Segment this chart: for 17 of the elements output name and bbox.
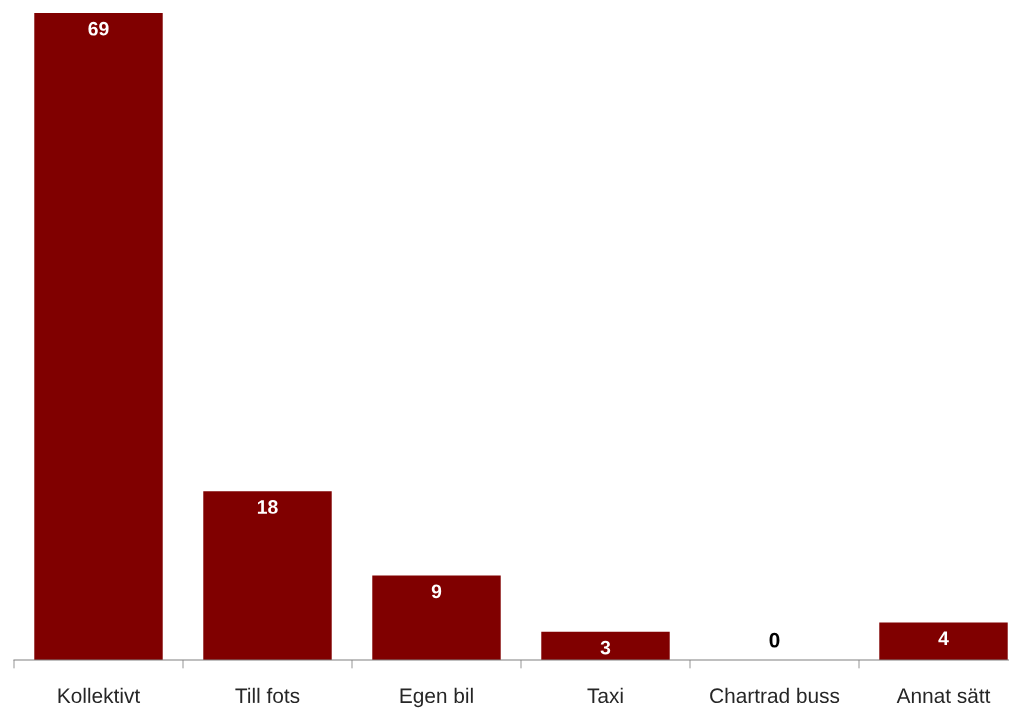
data-label: 18 xyxy=(257,500,278,514)
x-tick-label: Kollektivt xyxy=(58,687,141,704)
data-label: 4 xyxy=(938,631,949,645)
bar xyxy=(879,622,1008,660)
bar xyxy=(34,13,163,660)
x-tick-label: Annat sätt xyxy=(896,688,991,704)
data-label: 0 xyxy=(769,632,780,648)
x-tick-label: Till fots xyxy=(235,687,300,704)
bar xyxy=(372,575,501,660)
x-tick-label: Taxi xyxy=(587,687,623,704)
data-label: 3 xyxy=(600,640,611,655)
x-tick-label: Egen bil xyxy=(400,687,473,708)
x-tick-label: Chartrad buss xyxy=(710,687,840,704)
bar xyxy=(541,631,670,660)
bar xyxy=(203,491,332,660)
data-label: 69 xyxy=(88,21,109,36)
data-label: 9 xyxy=(431,584,442,599)
